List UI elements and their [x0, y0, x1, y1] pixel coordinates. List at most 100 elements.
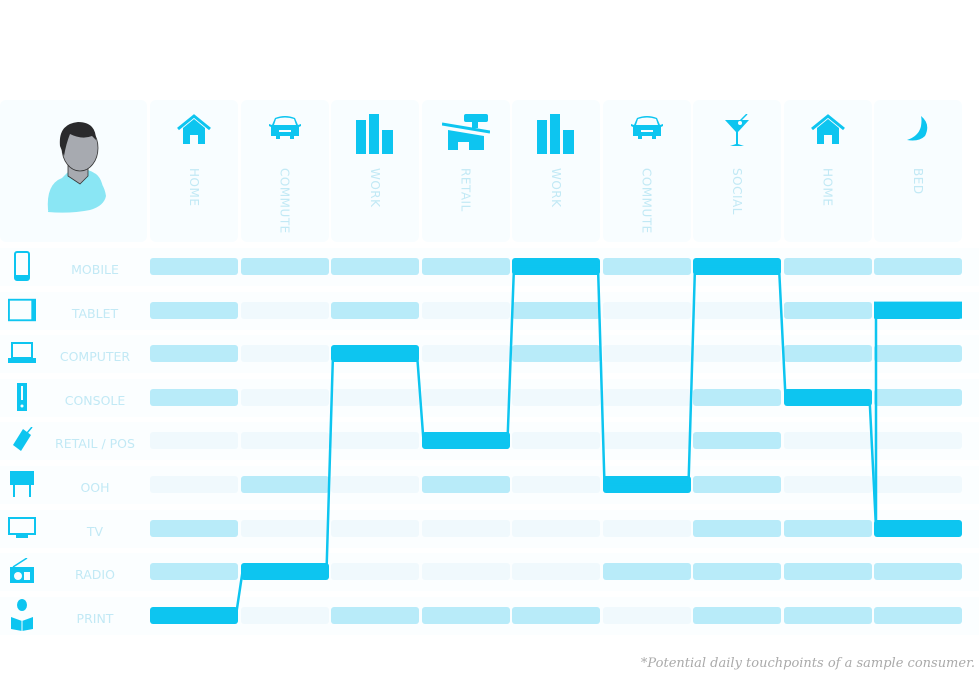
touchpoint-cell [693, 563, 781, 581]
touchpoint-cell [874, 432, 962, 450]
touchpoint-cell [421, 476, 510, 493]
touchpoint-cell [421, 519, 510, 537]
touchpoint-cell [512, 563, 600, 581]
buildings-icon [331, 114, 419, 154]
touchpoint-cell [512, 476, 600, 493]
row-label: TABLET [71, 305, 119, 321]
touchpoint-cell [693, 606, 781, 624]
touchpoint-cell [602, 606, 691, 624]
touchpoint-cell [783, 563, 872, 581]
touchpoint-cell [783, 301, 872, 319]
touchpoint-cell [874, 606, 962, 624]
touchpoint-cell [602, 563, 691, 581]
column-commute: COMMUTE [240, 100, 329, 242]
mobile-icon [8, 251, 36, 281]
radio-icon [8, 556, 36, 586]
touchpoint-cell [331, 563, 419, 581]
touchpoint-cell [874, 563, 962, 581]
touchpoint-cell [331, 258, 419, 275]
column-bed: BED [874, 100, 962, 242]
row-label: COMPUTER [59, 349, 131, 365]
car-icon [241, 114, 329, 154]
touchpoint-cell [783, 345, 872, 363]
column-label: COMMUTE [277, 168, 292, 234]
row-label: CONSOLE [64, 392, 126, 408]
house-icon [784, 114, 872, 154]
car-icon [603, 114, 691, 154]
active-touchpoint-cell [693, 258, 781, 275]
active-touchpoint-cell [240, 563, 329, 581]
touchpoint-cell [150, 258, 238, 275]
row-label: RADIO [75, 567, 115, 583]
touchpoint-cell [421, 606, 510, 624]
touchpoint-cell [240, 432, 329, 450]
touchpoint-cell [331, 432, 419, 450]
touchpoint-cell [512, 301, 600, 319]
column-social: SOCIAL [693, 100, 781, 242]
touchpoint-cell [150, 519, 238, 537]
touchpoint-cell [512, 519, 600, 537]
column-home: HOME [783, 100, 872, 242]
touchpoint-cell [874, 345, 962, 363]
row-label: TV [86, 523, 104, 539]
column-home: HOME [150, 100, 238, 242]
touchpoint-cell [150, 388, 238, 406]
touchpoint-cell [512, 388, 600, 406]
touchpoint-cell [421, 563, 510, 581]
touchpoint-cell [602, 301, 691, 319]
active-touchpoint-cell [874, 301, 962, 319]
row-label: OOH [80, 480, 110, 495]
touchpoint-cell [421, 301, 510, 319]
touchpoint-cell [693, 476, 781, 493]
touchpoint-cell [783, 476, 872, 493]
touchpoint-cell [421, 258, 510, 275]
column-label: RETAIL [458, 168, 473, 212]
laptop-icon [8, 338, 36, 368]
row-label: RETAIL / POS [55, 436, 135, 452]
touchpoint-cell [783, 432, 872, 450]
touchpoint-cell [240, 388, 329, 406]
buildings-icon [512, 114, 600, 154]
touchpoint-cell [331, 476, 419, 493]
column-label: WORK [368, 168, 382, 208]
tag-icon [8, 425, 36, 455]
console-icon [8, 382, 36, 412]
column-label: BED [911, 168, 925, 195]
touchpoint-cell [331, 519, 419, 537]
touchpoint-cell [240, 606, 329, 624]
active-touchpoint-cell [602, 476, 691, 493]
touchpoint-cell [693, 519, 781, 537]
touchpoint-cell [602, 432, 691, 450]
touchpoint-cell [783, 519, 872, 537]
touchpoint-cell [150, 563, 238, 581]
touchpoint-cell [602, 519, 691, 537]
touchpoint-cell [693, 345, 781, 363]
touchpoint-cell [150, 345, 238, 363]
reader-icon [8, 598, 36, 631]
person-avatar-icon [47, 122, 106, 213]
tablet-icon [8, 295, 36, 325]
active-touchpoint-cell [421, 432, 510, 450]
touchpoint-cell [602, 345, 691, 363]
house-icon [150, 114, 238, 154]
column-commute: COMMUTE [602, 100, 691, 242]
touchpoint-cell [512, 345, 600, 363]
touchpoint-cell [150, 476, 238, 493]
active-touchpoint-cell [150, 606, 238, 624]
touchpoint-cell [331, 388, 419, 406]
touchpoint-cell [240, 476, 329, 493]
tv-icon [8, 513, 36, 543]
column-retail: RETAIL [421, 100, 510, 242]
touchpoint-cell [693, 432, 781, 450]
touchpoint-cell [331, 301, 419, 319]
active-touchpoint-cell [512, 258, 600, 275]
cocktail-icon [693, 114, 781, 154]
touchpoint-cell [602, 388, 691, 406]
active-touchpoint-cell [783, 388, 872, 406]
touchpoint-cell [693, 301, 781, 319]
touchpoint-cell [150, 301, 238, 319]
row-label: MOBILE [71, 262, 119, 277]
moon-icon [874, 114, 962, 154]
touchpoint-cell [783, 258, 872, 275]
column-label: COMMUTE [639, 168, 654, 234]
